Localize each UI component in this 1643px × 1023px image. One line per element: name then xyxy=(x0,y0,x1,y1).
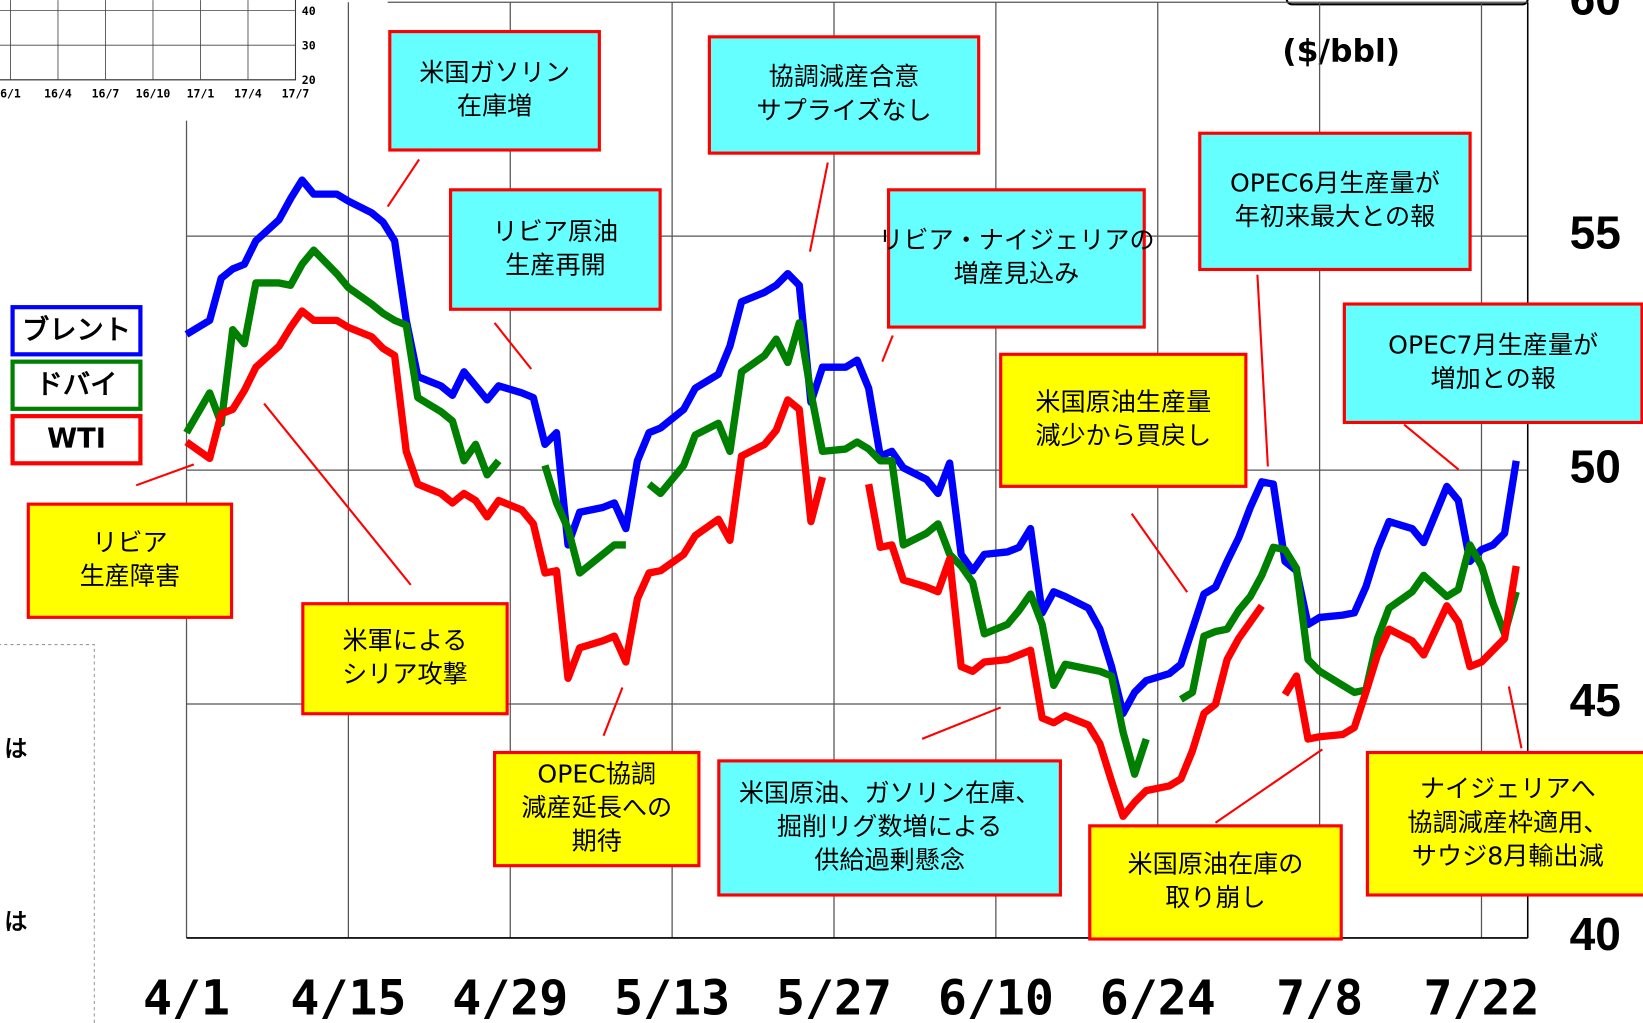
annotation-box xyxy=(999,352,1248,488)
side-note: は xyxy=(4,737,27,763)
inset-x-tick-label: 17/1 xyxy=(187,87,215,101)
leader-line xyxy=(881,335,894,363)
legend-label: ドバイ xyxy=(36,369,118,400)
annotation-box xyxy=(388,30,601,152)
inset-x-tick-label: 6/1 xyxy=(0,87,21,101)
inset-x-tick-label: 17/7 xyxy=(282,87,310,101)
leader-line xyxy=(1507,686,1523,749)
legend-label: WTI xyxy=(47,424,106,455)
y-unit: ($/bbl) xyxy=(1282,34,1400,70)
leader-line xyxy=(386,158,421,208)
leader-line xyxy=(921,706,1002,740)
leader-line xyxy=(263,402,412,586)
x-tick-label: 7/8 xyxy=(1276,970,1363,1023)
annotation-text: 供給過剰懸念 xyxy=(814,845,965,874)
leader-line xyxy=(493,322,533,370)
annotation-text: 取り崩し xyxy=(1165,883,1266,912)
annotation-text: ナイジェリアへ xyxy=(1420,774,1596,803)
leader-line xyxy=(1214,748,1323,824)
annotation-text: 減産延長への xyxy=(521,793,672,822)
inset-x-tick-label: 16/7 xyxy=(92,87,120,101)
annotation-text: サプライズなし xyxy=(756,96,931,125)
annotation-box xyxy=(493,750,701,868)
annotation-text: 増加との報 xyxy=(1430,364,1555,393)
annotation-box xyxy=(1088,824,1343,941)
x-tick-label: 5/27 xyxy=(776,970,892,1023)
legend-box xyxy=(10,305,143,357)
annotation-text: 年初来最大との報 xyxy=(1235,202,1436,231)
side-note: は xyxy=(4,910,27,936)
annotation-text: リビア原油 xyxy=(493,217,619,246)
x-tick-label: 4/29 xyxy=(452,970,568,1023)
leader-line xyxy=(808,162,829,252)
inset-y-tick-label: 40 xyxy=(302,4,316,18)
x-tick-label: 6/10 xyxy=(938,970,1054,1023)
leader-line xyxy=(135,463,195,487)
annotation-box xyxy=(707,35,981,155)
annotation-box xyxy=(26,502,234,619)
inset-x-tick-label: 16/4 xyxy=(44,87,72,101)
x-tick-label: 5/13 xyxy=(614,970,730,1023)
annotation-text: OPEC協調 xyxy=(537,760,656,789)
annotation-text: OPEC7月生産量が xyxy=(1388,330,1598,359)
annotation-text: OPEC6月生産量が xyxy=(1230,169,1440,198)
annotation-text: 在庫増 xyxy=(457,92,532,121)
annotation-text: 減少から買戻し xyxy=(1035,421,1211,450)
y-tick-label: 60 xyxy=(1570,0,1621,24)
annotation-text: 生産障害 xyxy=(80,562,181,591)
annotation-text: 米国ガソリン xyxy=(419,58,570,87)
leader-line xyxy=(1403,423,1460,471)
annotation-text: 増産見込み xyxy=(954,259,1080,288)
annotation-box xyxy=(1365,750,1643,897)
annotation-box xyxy=(1198,131,1472,272)
annotation-text: 生産再開 xyxy=(505,250,606,279)
annotation-text: 協調減産枠適用、 xyxy=(1407,808,1608,837)
leader-line xyxy=(1256,274,1269,467)
x-tick-label: 6/24 xyxy=(1100,970,1216,1023)
annotation-box xyxy=(1342,302,1643,425)
annotation-text: 米軍による xyxy=(343,626,468,655)
top-box xyxy=(1285,0,1529,6)
legend-box xyxy=(10,414,143,466)
y-tick-label: 50 xyxy=(1570,440,1621,492)
side-note-box xyxy=(0,644,95,1023)
legend-label: ブレント xyxy=(22,314,131,346)
x-tick-label: 4/15 xyxy=(290,970,406,1023)
annotation-text: 米国原油生産量 xyxy=(1035,388,1211,417)
series-line xyxy=(184,307,1520,820)
inset-x-tick-label: 16/10 xyxy=(136,87,171,101)
annotation-box xyxy=(886,188,1146,329)
annotation-text: リビア・ナイジェリアの xyxy=(878,226,1154,255)
annotation-text: 期待 xyxy=(572,827,622,856)
x-tick-label: 7/22 xyxy=(1423,970,1539,1023)
x-tick-label: 4/1 xyxy=(143,970,230,1023)
annotation-text: 米国原油在庫の xyxy=(1128,850,1304,879)
legend-box xyxy=(10,359,143,411)
annotation-text: 米国原油、ガソリン在庫、 xyxy=(739,778,1041,807)
y-tick-label: 55 xyxy=(1570,206,1621,258)
series-line xyxy=(183,246,1520,778)
annotation-text: 掘削リグ数増による xyxy=(777,812,1002,841)
annotation-box xyxy=(717,759,1062,897)
leader-line xyxy=(1130,512,1189,593)
annotation-text: 協調減産合意 xyxy=(769,62,920,91)
annotation-box xyxy=(301,602,509,716)
leader-line xyxy=(602,687,624,737)
inset-y-tick-label: 30 xyxy=(302,38,316,52)
y-tick-label: 45 xyxy=(1570,674,1621,726)
annotation-text: リビア xyxy=(92,528,167,557)
inset-frame xyxy=(0,0,297,81)
annotation-box xyxy=(448,188,662,311)
y-tick-label: 40 xyxy=(1570,908,1621,960)
inset-y-tick-label: 20 xyxy=(302,73,316,87)
annotation-text: シリア攻撃 xyxy=(342,659,468,688)
inset-x-tick-label: 17/4 xyxy=(234,87,262,101)
annotation-text: サウジ8月輸出減 xyxy=(1412,841,1604,870)
